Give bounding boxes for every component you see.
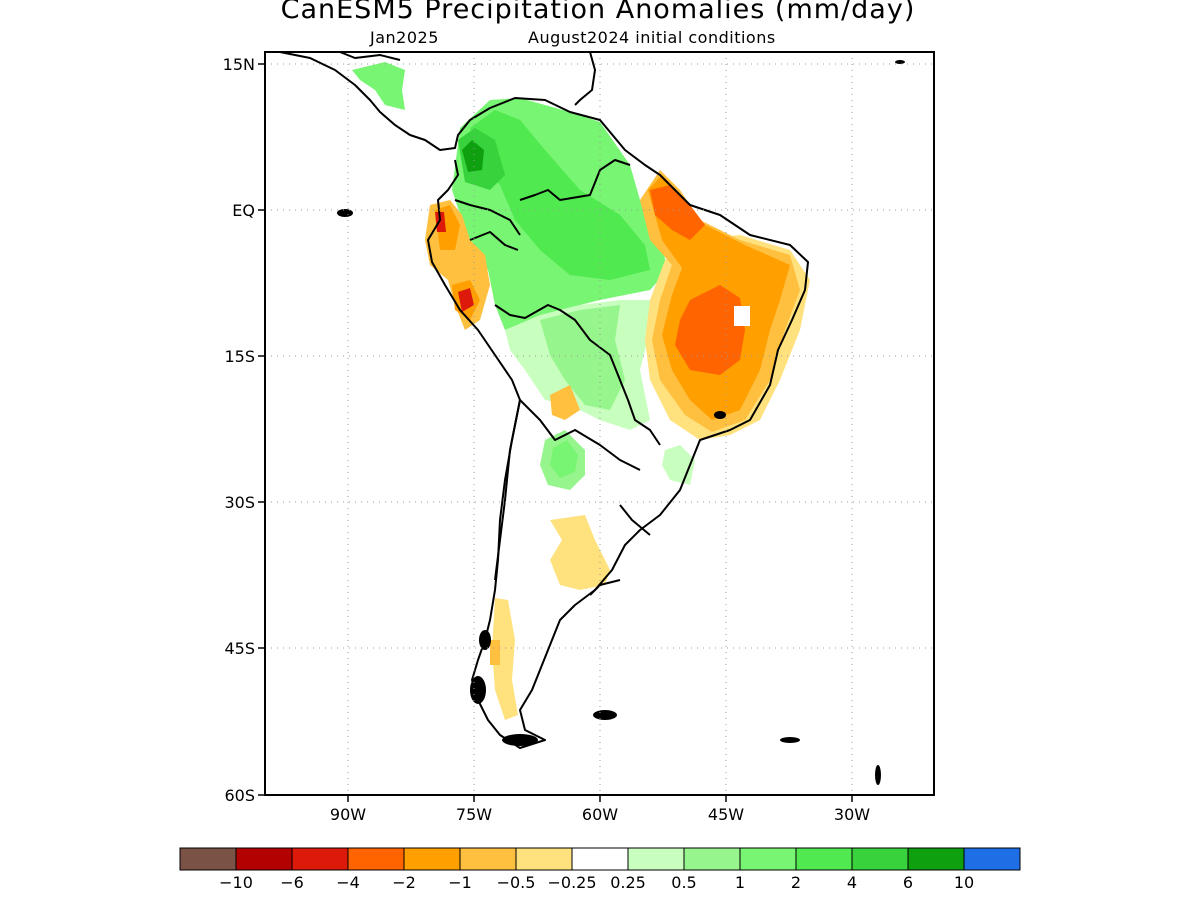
lon-label-45w: 45W: [708, 805, 744, 824]
anomaly-region-patagonia-orange: [490, 640, 500, 665]
anomaly-region-bolivia-orange: [550, 385, 580, 420]
colorbar-swatch-2: [291, 847, 349, 871]
colorbar-label-2: −4: [336, 873, 360, 892]
lon-label-90w: 90W: [330, 805, 366, 824]
colorbar-swatch-6: [515, 847, 573, 871]
anomaly-region-north-green-darkest: [462, 140, 484, 172]
colorbar-swatch-8: [627, 847, 685, 871]
colorbar-swatch-11: [795, 847, 853, 871]
anomaly-region-east-deep-orange: [675, 285, 745, 375]
colorbar-label-10: 2: [791, 873, 801, 892]
colorbar-swatch-13: [907, 847, 965, 871]
initial-conditions: August2024 initial conditions: [528, 28, 776, 47]
anomaly-region-andes-red: [435, 212, 446, 232]
anomaly-region-north-green-mid: [470, 110, 650, 280]
forecast-month: Jan2025: [370, 28, 439, 47]
colorbar-swatch-14: [963, 847, 1021, 871]
anomaly-region-central-green: [540, 305, 625, 410]
colorbar-swatch-5: [459, 847, 517, 871]
anomaly-region-east-deep-orange-north: [650, 185, 705, 240]
lat-label-15n: 15N: [223, 55, 255, 74]
lat-label-45s: 45S: [224, 639, 255, 658]
lat-axis: 15N EQ 15S 30S 45S 60S: [223, 55, 265, 805]
anomaly-region-argentina-yellow: [550, 515, 610, 590]
colorbar-swatch-1: [235, 847, 293, 871]
colorbar-label-9: 1: [735, 873, 745, 892]
colorbar-swatch-4: [403, 847, 461, 871]
anomaly-region-paraguay-green-mid: [550, 440, 578, 478]
colorbar-swatch-10: [739, 847, 797, 871]
colorbar-label-11: 4: [847, 873, 857, 892]
lat-label-eq: EQ: [232, 201, 255, 220]
colorbar: −10 −6 −4 −2 −1 −0.5 −0.25 0.25 0.5 1 2 4 6 10: [179, 847, 1021, 892]
map-title: CanESM5 Precipitation Anomalies (mm/day): [280, 0, 916, 25]
colorbar-swatch-7: [571, 847, 629, 871]
colorbar-label-7: 0.25: [610, 873, 646, 892]
lon-label-30w: 30W: [834, 805, 870, 824]
anomaly-region-central-america: [352, 62, 405, 110]
colorbar-swatch-12: [851, 847, 909, 871]
colorbar-label-12: 6: [903, 873, 913, 892]
anomaly-region-peru-red: [458, 288, 474, 312]
anomaly-field: [352, 62, 810, 720]
colorbar-label-5: −0.5: [497, 873, 536, 892]
colorbar-label-4: −1: [448, 873, 472, 892]
colorbar-label-1: −6: [280, 873, 304, 892]
lon-label-75w: 75W: [456, 805, 492, 824]
coastlines: [279, 52, 809, 749]
anomaly-region-east-missing: [734, 306, 750, 326]
colorbar-swatch-9: [683, 847, 741, 871]
lat-label-30s: 30S: [224, 493, 255, 512]
colorbar-label-3: −2: [392, 873, 416, 892]
lon-axis: 90W 75W 60W 45W 30W: [330, 795, 870, 824]
lon-label-60w: 60W: [582, 805, 618, 824]
lat-label-60s: 60S: [224, 786, 255, 805]
colorbar-label-8: 0.5: [671, 873, 696, 892]
colorbar-label-0: −10: [219, 873, 253, 892]
colorbar-label-13: 10: [954, 873, 974, 892]
anomaly-region-patagonia-yellow: [492, 598, 518, 720]
lat-label-15s: 15S: [224, 347, 255, 366]
colorbar-swatch-3: [347, 847, 405, 871]
colorbar-label-6: −0.25: [547, 873, 596, 892]
colorbar-swatch-0: [179, 847, 237, 871]
